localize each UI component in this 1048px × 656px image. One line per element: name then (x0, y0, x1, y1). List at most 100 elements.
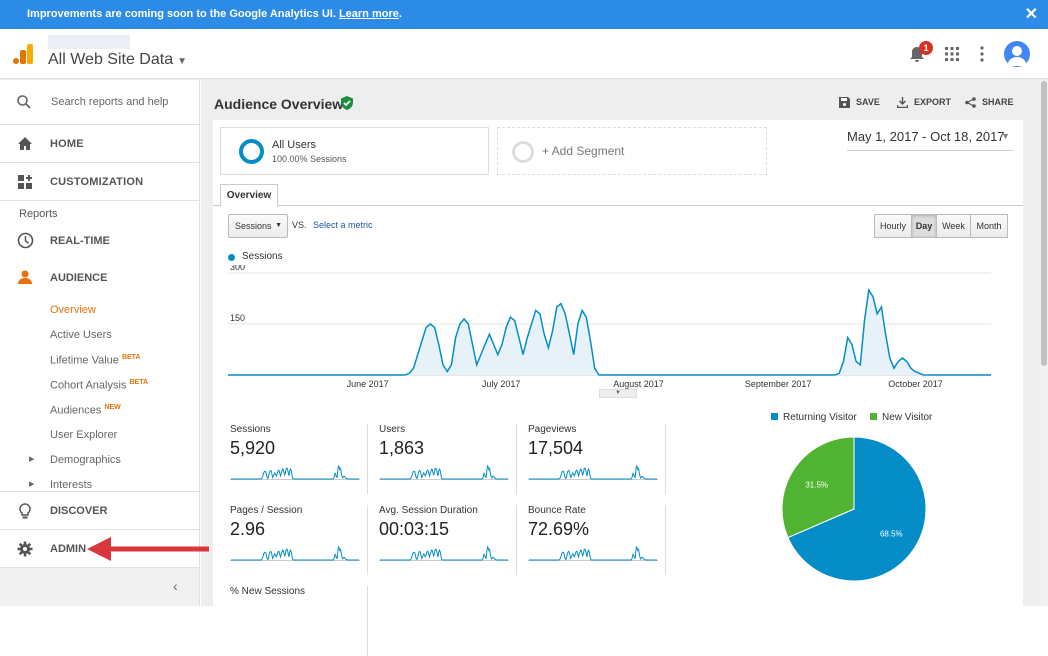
banner-close-icon[interactable]: ✕ (1024, 6, 1038, 23)
sidebar-item-label: REAL-TIME (50, 235, 110, 247)
sidebar-item-customization[interactable]: CUSTOMIZATION (0, 163, 199, 201)
user-avatar[interactable] (1004, 41, 1030, 67)
vs-label: VS. (292, 220, 307, 230)
metric-sparkline (528, 464, 658, 480)
beta-badge: BETA (121, 354, 141, 361)
y-tick-label: 300 (230, 265, 245, 272)
metric-sparkline (379, 464, 509, 480)
metric-name: Pages / Session (230, 505, 303, 516)
segment-all-users[interactable]: All Users 100.00% Sessions (220, 127, 489, 175)
user-silhouette-icon (1007, 46, 1027, 66)
metric-tile[interactable]: Pageviews 17,504 (526, 424, 666, 494)
sidebar-collapse-bar[interactable]: ‹ (0, 567, 199, 606)
banner-text: Improvements are coming soon to the Goog… (27, 8, 336, 20)
account-name-redacted (48, 35, 130, 49)
x-tick-label: September 2017 (745, 379, 812, 389)
sidebar-sub-user-explorer[interactable]: User Explorer (50, 429, 118, 441)
pie-slice[interactable] (787, 436, 927, 582)
export-label: EXPORT (914, 97, 952, 107)
sub-label: Cohort Analysis (50, 379, 127, 392)
scrollbar-thumb[interactable] (1041, 81, 1047, 366)
learn-more-link[interactable]: Learn more (338, 8, 399, 20)
sparkline-line (231, 464, 359, 480)
search-input[interactable]: Search reports and help (51, 96, 169, 108)
main-content: Audience Overview SAVE EXPORT SHARE All … (201, 80, 1048, 656)
pie-slice[interactable] (781, 436, 855, 539)
search-icon (17, 95, 31, 109)
metric-dropdown[interactable]: Sessions ▼ (228, 214, 288, 238)
tab-overview[interactable]: Overview (220, 184, 278, 207)
empty-segment-ring-icon (512, 141, 534, 163)
apps-grid-icon[interactable] (945, 47, 959, 61)
metric-tile[interactable]: Bounce Rate 72.69% (526, 505, 666, 575)
metric-sparkline (230, 545, 360, 561)
metric-sparkline (230, 464, 360, 480)
sidebar-item-label: ADMIN (50, 543, 87, 555)
sidebar-sub-cohort-analysis[interactable]: Cohort Analysis BETA (50, 379, 148, 392)
lightbulb-icon (19, 503, 31, 519)
visitor-pie-chart[interactable]: 68.5% 31.5% (779, 434, 929, 584)
month-button[interactable]: Month (970, 214, 1008, 238)
chevron-down-icon: ▼ (177, 56, 187, 67)
pie-slice-label: 68.5% (880, 530, 903, 539)
gear-icon (17, 541, 33, 557)
expand-triangle-icon: ▶ (29, 456, 35, 463)
sidebar-sub-demographics[interactable]: ▶ Demographics (29, 454, 121, 466)
new-badge: NEW (104, 404, 121, 411)
metric-tile[interactable]: Sessions 5,920 (228, 424, 368, 494)
hourly-button[interactable]: Hourly (874, 214, 912, 238)
metric-value: 2.96 (230, 519, 266, 539)
sidebar-sub-active-users[interactable]: Active Users (50, 329, 112, 341)
metric-name: Avg. Session Duration (379, 505, 478, 516)
sidebar-sub-overview[interactable]: Overview (50, 304, 96, 316)
banner-trailing-period: . (398, 8, 402, 20)
add-segment-label: + Add Segment (542, 144, 625, 158)
chart-expand-handle[interactable]: ▼ (599, 389, 637, 398)
metric-tile[interactable]: % New Sessions (228, 586, 368, 656)
analytics-logo-icon[interactable] (12, 44, 34, 64)
metric-tile[interactable]: Avg. Session Duration 00:03:15 (377, 505, 517, 575)
vertical-scrollbar[interactable] (1040, 80, 1048, 606)
sidebar-sub-interests[interactable]: ▶ Interests (29, 479, 92, 491)
sidebar-item-discover[interactable]: DISCOVER (0, 491, 199, 529)
beta-badge: BETA (129, 379, 149, 386)
day-button[interactable]: Day (911, 214, 937, 238)
more-options-icon[interactable] (975, 46, 989, 62)
segment-share: 100.00% Sessions (272, 154, 347, 164)
annotation-arrow (87, 537, 209, 561)
sidebar-item-audience[interactable]: AUDIENCE (0, 260, 199, 296)
metric-tile[interactable]: Users 1,863 (377, 424, 517, 494)
sparkline-line (529, 545, 657, 561)
property-name: All Web Site Data (48, 51, 174, 68)
metric-name: % New Sessions (230, 586, 306, 597)
pie-slice-label: 31.5% (805, 480, 828, 489)
sidebar-search[interactable]: Search reports and help (0, 80, 199, 125)
clock-icon (17, 232, 34, 249)
metric-value: 5,920 (230, 438, 276, 458)
sidebar-item-home[interactable]: HOME (0, 125, 199, 163)
sessions-legend-label: Sessions (242, 251, 283, 262)
sidebar-item-admin[interactable]: ADMIN (0, 529, 199, 567)
week-button[interactable]: Week (936, 214, 971, 238)
share-icon (965, 97, 976, 108)
property-selector[interactable]: All Web Site Data ▼ (48, 51, 187, 69)
add-segment-button[interactable]: + Add Segment (497, 127, 767, 175)
metric-sparkline (528, 545, 658, 561)
sidebar-item-realtime[interactable]: REAL-TIME (0, 223, 199, 259)
metric-tile[interactable]: Pages / Session 2.96 (228, 505, 368, 575)
date-range-text: May 1, 2017 - Oct 18, 2017 (847, 129, 1005, 144)
sparkline-line (231, 545, 359, 561)
sidebar-sub-audiences[interactable]: Audiences NEW (50, 404, 121, 417)
sidebar-item-label: HOME (50, 138, 84, 150)
verified-shield-icon (341, 96, 353, 110)
sidebar-sub-lifetime-value[interactable]: Lifetime Value BETA (50, 354, 141, 367)
y-tick-label: 150 (230, 313, 245, 323)
save-button[interactable]: SAVE (839, 97, 880, 109)
date-range-picker[interactable]: May 1, 2017 - Oct 18, 2017 ▼ (847, 129, 1013, 151)
save-icon (839, 97, 850, 109)
share-button[interactable]: SHARE (965, 97, 1014, 108)
select-metric-link[interactable]: Select a metric (313, 220, 373, 230)
export-button[interactable]: EXPORT (896, 97, 952, 109)
export-icon (896, 97, 909, 109)
sessions-line-chart[interactable]: 300 150 June 2017 July 2017 August 2017 Septe… (213, 265, 1023, 390)
